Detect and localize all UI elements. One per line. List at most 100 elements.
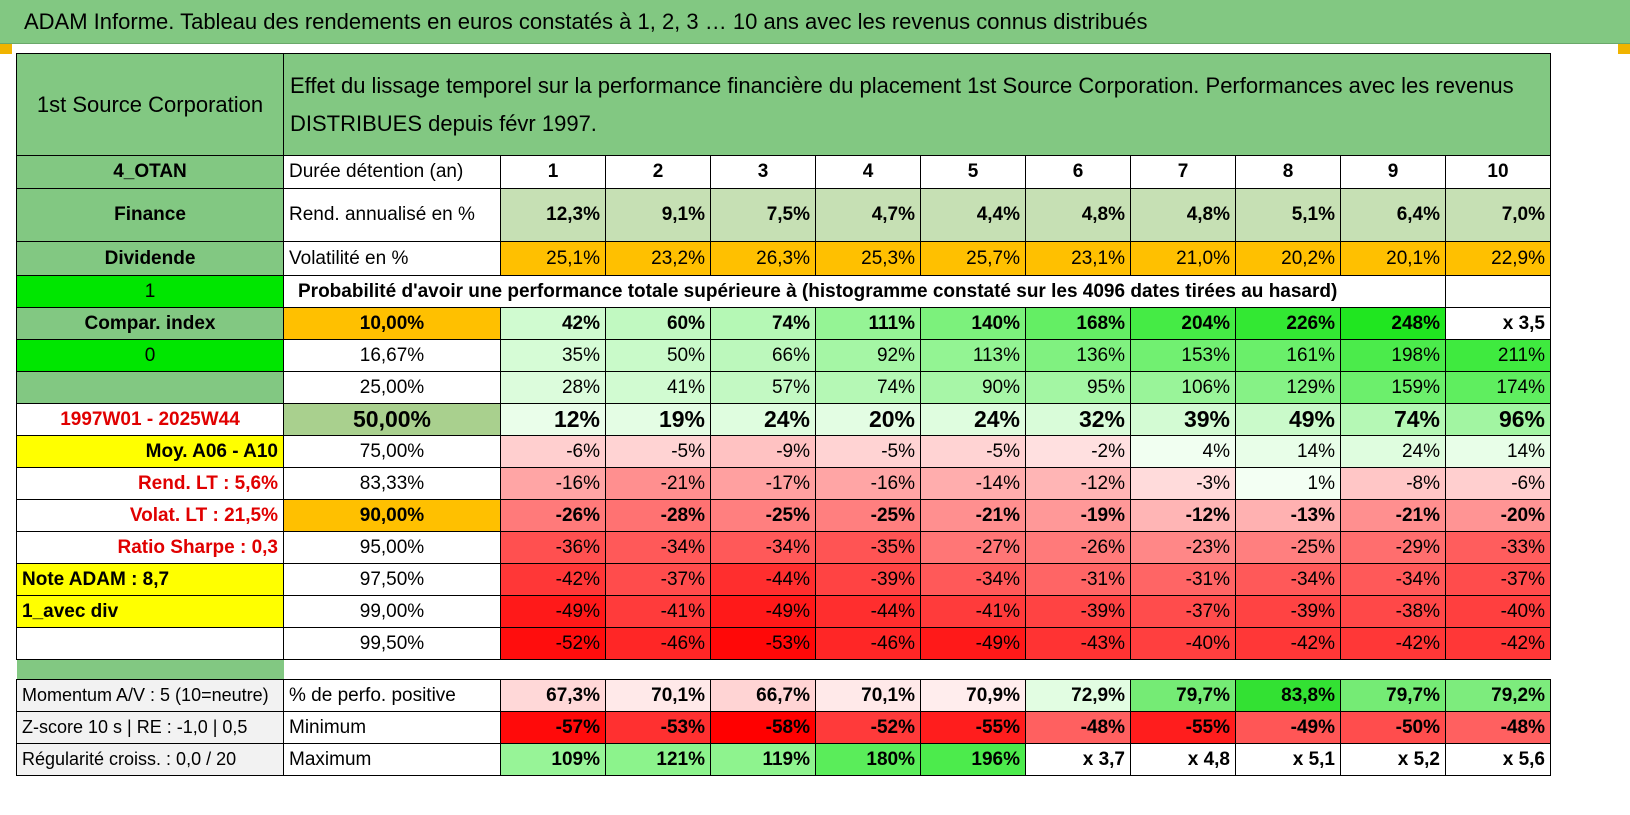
duration-header: 9 bbox=[1340, 155, 1446, 189]
percentile-value-cell: -5% bbox=[815, 435, 921, 468]
bottom-left-label: Z-score 10 s | RE : -1,0 | 0,5 bbox=[16, 711, 284, 744]
blank-cell bbox=[1445, 275, 1551, 308]
duration-header: 5 bbox=[920, 155, 1026, 189]
percentile-value-cell: -29% bbox=[1340, 531, 1446, 564]
bottom-value-cell: 83,8% bbox=[1235, 679, 1341, 712]
bottom-value-cell: 79,2% bbox=[1445, 679, 1551, 712]
returns-table: 1st Source Corporation Effet du lissage … bbox=[16, 53, 1551, 776]
percentile-value-cell: 60% bbox=[605, 307, 711, 340]
percentile-value-cell: 95% bbox=[1025, 371, 1131, 404]
volatility-cell: 22,9% bbox=[1445, 241, 1551, 276]
percentile-label: 95,00% bbox=[283, 531, 501, 564]
percentile-value-cell: -34% bbox=[1235, 563, 1341, 596]
bottom-value-cell: 79,7% bbox=[1130, 679, 1236, 712]
percentile-value-cell: 174% bbox=[1445, 371, 1551, 404]
annual-return-cell: 4,8% bbox=[1130, 188, 1236, 242]
percentile-value-cell: -14% bbox=[920, 467, 1026, 500]
sharpe-label: Ratio Sharpe : 0,3 bbox=[16, 531, 284, 564]
percentile-value-cell: 168% bbox=[1025, 307, 1131, 340]
bottom-value-cell: -58% bbox=[710, 711, 816, 744]
percentile-value-cell: 111% bbox=[815, 307, 921, 340]
period-label: 1997W01 - 2025W44 bbox=[16, 403, 284, 436]
percentile-value-cell: 39% bbox=[1130, 403, 1236, 436]
bottom-value-cell: 121% bbox=[605, 743, 711, 776]
percentile-value-cell: -25% bbox=[1235, 531, 1341, 564]
bottom-left-label: Régularité croiss. : 0,0 / 20 bbox=[16, 743, 284, 776]
percentile-value-cell: 153% bbox=[1130, 339, 1236, 372]
percentile-value-cell: -42% bbox=[1340, 627, 1446, 660]
percentile-value-cell: -16% bbox=[500, 467, 606, 500]
flag-one: 1 bbox=[16, 275, 284, 308]
bottom-row-label: Maximum bbox=[283, 743, 501, 776]
percentile-value-cell: 1% bbox=[1235, 467, 1341, 500]
percentile-value-cell: 49% bbox=[1235, 403, 1341, 436]
sector-label: Finance bbox=[16, 188, 284, 242]
percentile-value-cell: -44% bbox=[815, 595, 921, 628]
percentile-value-cell: -36% bbox=[500, 531, 606, 564]
rend-label: Rend. annualisé en % bbox=[283, 188, 501, 242]
percentile-value-cell: -34% bbox=[605, 531, 711, 564]
percentile-value-cell: -6% bbox=[1445, 467, 1551, 500]
percentile-label: 90,00% bbox=[283, 499, 501, 532]
percentile-value-cell: 204% bbox=[1130, 307, 1236, 340]
percentile-value-cell: 106% bbox=[1130, 371, 1236, 404]
percentile-value-cell: 211% bbox=[1445, 339, 1551, 372]
bottom-value-cell: -48% bbox=[1025, 711, 1131, 744]
bottom-value-cell: 109% bbox=[500, 743, 606, 776]
bottom-value-cell: -55% bbox=[1130, 711, 1236, 744]
percentile-label: 97,50% bbox=[283, 563, 501, 596]
percentile-value-cell: 140% bbox=[920, 307, 1026, 340]
percentile-value-cell: -33% bbox=[1445, 531, 1551, 564]
percentile-value-cell: 42% bbox=[500, 307, 606, 340]
percentile-value-cell: -42% bbox=[500, 563, 606, 596]
percentile-value-cell: 129% bbox=[1235, 371, 1341, 404]
duration-header: 3 bbox=[710, 155, 816, 189]
bottom-value-cell: 196% bbox=[920, 743, 1026, 776]
percentile-value-cell: 32% bbox=[1025, 403, 1131, 436]
percentile-value-cell: -35% bbox=[815, 531, 921, 564]
percentile-value-cell: -42% bbox=[1235, 627, 1341, 660]
percentile-value-cell: -49% bbox=[920, 627, 1026, 660]
note-adam-label: Note ADAM : 8,7 bbox=[16, 563, 284, 596]
percentile-value-cell: 41% bbox=[605, 371, 711, 404]
volatility-cell: 25,7% bbox=[920, 241, 1026, 276]
percentile-label: 25,00% bbox=[283, 371, 501, 404]
percentile-value-cell: -9% bbox=[710, 435, 816, 468]
annual-return-cell: 9,1% bbox=[605, 188, 711, 242]
percentile-value-cell: 74% bbox=[1340, 403, 1446, 436]
bottom-value-cell: x 4,8 bbox=[1130, 743, 1236, 776]
percentile-value-cell: 92% bbox=[815, 339, 921, 372]
percentile-value-cell: -20% bbox=[1445, 499, 1551, 532]
percentile-value-cell: -46% bbox=[605, 627, 711, 660]
percentile-value-cell: -34% bbox=[710, 531, 816, 564]
percentile-value-cell: -37% bbox=[605, 563, 711, 596]
percentile-value-cell: 24% bbox=[1340, 435, 1446, 468]
annual-return-cell: 4,7% bbox=[815, 188, 921, 242]
percentile-value-cell: -21% bbox=[605, 467, 711, 500]
percentile-label: 99,00% bbox=[283, 595, 501, 628]
percentile-value-cell: 74% bbox=[710, 307, 816, 340]
percentile-value-cell: 96% bbox=[1445, 403, 1551, 436]
duration-header: 10 bbox=[1445, 155, 1551, 189]
percentile-value-cell: -31% bbox=[1130, 563, 1236, 596]
percentile-value-cell: -25% bbox=[710, 499, 816, 532]
percentile-value-cell: 50% bbox=[605, 339, 711, 372]
percentile-label: 75,00% bbox=[283, 435, 501, 468]
volatility-cell: 23,1% bbox=[1025, 241, 1131, 276]
bottom-row-label: Minimum bbox=[283, 711, 501, 744]
gap-green bbox=[16, 659, 284, 680]
percentile-value-cell: -27% bbox=[920, 531, 1026, 564]
percentile-value-cell: -38% bbox=[1340, 595, 1446, 628]
percentile-value-cell: 4% bbox=[1130, 435, 1236, 468]
bottom-value-cell: -50% bbox=[1340, 711, 1446, 744]
bottom-row-label: % de perfo. positive bbox=[283, 679, 501, 712]
percentile-value-cell: -26% bbox=[500, 499, 606, 532]
percentile-label: 10,00% bbox=[283, 307, 501, 340]
bottom-value-cell: 66,7% bbox=[710, 679, 816, 712]
percentile-value-cell: -28% bbox=[605, 499, 711, 532]
percentile-value-cell: -5% bbox=[920, 435, 1026, 468]
bottom-value-cell: -49% bbox=[1235, 711, 1341, 744]
duration-header: 1 bbox=[500, 155, 606, 189]
percentile-value-cell: -42% bbox=[1445, 627, 1551, 660]
bottom-value-cell: 72,9% bbox=[1025, 679, 1131, 712]
